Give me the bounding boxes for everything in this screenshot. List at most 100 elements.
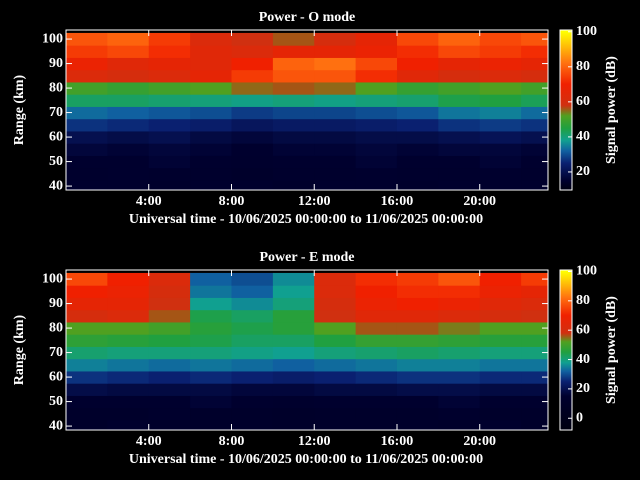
heat-cell: [66, 45, 108, 58]
heat-cell: [355, 358, 398, 372]
heat-cell: [231, 118, 274, 132]
heat-cell: [107, 334, 150, 347]
colorbar-tick-label: 60: [576, 322, 590, 337]
heat-cell: [355, 334, 398, 347]
chart-title: Power - O mode: [259, 10, 356, 25]
heat-cell: [148, 346, 191, 360]
heat-cell: [438, 130, 481, 144]
heat-cell: [231, 419, 274, 430]
heat-cell: [66, 81, 108, 95]
heat-cell: [521, 346, 548, 360]
heat-cell: [190, 94, 232, 107]
heat-cell: [314, 297, 357, 311]
y-tick-label: 90: [49, 56, 63, 71]
heat-cell: [438, 285, 481, 298]
heat-cell: [107, 69, 150, 83]
heat-cell: [438, 358, 481, 372]
heat-cell: [521, 106, 548, 120]
heat-cell: [355, 272, 398, 286]
heat-cell: [479, 179, 522, 190]
heat-cell: [355, 285, 398, 298]
heat-cell: [396, 130, 439, 144]
heat-cell: [231, 346, 274, 360]
heat-cell: [190, 32, 232, 46]
heat-cell: [521, 321, 548, 335]
heat-cell: [314, 118, 357, 132]
colorbar-tick-label: 100: [576, 264, 597, 279]
heat-cell: [355, 118, 398, 132]
heat-cell: [438, 167, 481, 181]
heat-cell: [190, 346, 232, 360]
heat-cell: [396, 45, 439, 58]
heat-cell: [314, 81, 357, 95]
colorbar-tick-label: 100: [576, 24, 597, 39]
heat-cell: [107, 370, 150, 384]
heat-cell: [107, 130, 150, 144]
heat-cell: [314, 395, 357, 409]
heat-cell: [521, 370, 548, 384]
heat-cell: [107, 143, 150, 156]
heat-cell: [66, 358, 108, 372]
heat-cell: [148, 395, 191, 409]
heat-cell: [107, 155, 150, 169]
heat-cell: [66, 167, 108, 181]
x-tick-label: 4:00: [136, 194, 162, 209]
heat-cell: [272, 118, 315, 132]
heat-cell: [148, 32, 191, 46]
heat-cell: [521, 334, 548, 347]
heat-cell: [479, 106, 522, 120]
heat-cell: [396, 32, 439, 46]
heat-cell: [521, 285, 548, 298]
heat-cell: [272, 321, 315, 335]
heat-cell: [272, 346, 315, 360]
heat-cell: [107, 407, 150, 421]
heat-cell: [355, 297, 398, 311]
heat-cell: [272, 395, 315, 409]
heat-cell: [438, 69, 481, 83]
y-tick-label: 80: [49, 320, 63, 335]
heat-cell: [355, 346, 398, 360]
heat-cell: [396, 297, 439, 311]
heat-cell: [355, 32, 398, 46]
y-tick-label: 40: [49, 418, 63, 433]
heat-cell: [438, 45, 481, 58]
heat-cell: [314, 321, 357, 335]
heat-cell: [479, 370, 522, 384]
heat-cell: [396, 143, 439, 156]
heat-cell: [479, 358, 522, 372]
heat-cell: [355, 155, 398, 169]
heat-cell: [231, 285, 274, 298]
heat-cell: [396, 407, 439, 421]
heat-cell: [438, 395, 481, 409]
heat-cell: [479, 130, 522, 144]
heat-cell: [396, 167, 439, 181]
heat-cell: [355, 370, 398, 384]
heat-cell: [190, 383, 232, 396]
heat-cell: [479, 285, 522, 298]
heat-cell: [479, 155, 522, 169]
x-tick-label: 12:00: [298, 434, 331, 449]
heat-cell: [148, 309, 191, 323]
heat-cell: [66, 155, 108, 169]
heat-cell: [396, 285, 439, 298]
heat-cell: [438, 334, 481, 347]
heat-cell: [231, 395, 274, 409]
heat-cell: [231, 358, 274, 372]
colorbar-label: Signal power (dB): [604, 296, 619, 404]
heat-cell: [396, 272, 439, 286]
y-tick-label: 70: [49, 345, 63, 360]
heat-cell: [148, 155, 191, 169]
heat-cell: [148, 419, 191, 430]
heat-cell: [272, 179, 315, 190]
heat-cell: [355, 81, 398, 95]
heat-cell: [66, 118, 108, 132]
heat-cell: [148, 285, 191, 298]
heat-cell: [438, 143, 481, 156]
heat-cell: [272, 32, 315, 46]
heat-cell: [190, 358, 232, 372]
heat-cell: [438, 179, 481, 190]
heat-cell: [521, 383, 548, 396]
heat-cell: [190, 370, 232, 384]
heat-cell: [231, 370, 274, 384]
